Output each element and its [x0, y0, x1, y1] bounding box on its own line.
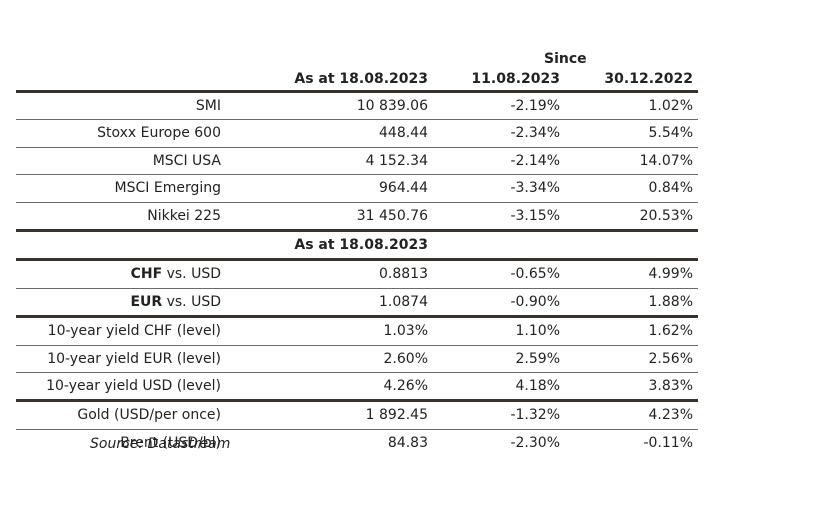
row-label: EUR vs. USD	[130, 294, 221, 310]
row-value: 2.60%	[383, 350, 428, 367]
currency-pair-rest: vs. USD	[162, 266, 221, 283]
table-row: Nikkei 225 31 450.76 -3.15% 20.53%	[16, 201, 698, 229]
table-row: EUR vs. USD 1.0874 -0.90% 1.88%	[16, 287, 698, 319]
row-label: SMI	[195, 98, 221, 114]
row-label: Brent (USD/bl)	[120, 434, 221, 451]
row-value: 448.44	[379, 125, 428, 142]
row-value: 1.03%	[383, 323, 428, 340]
row-label: 10-year yield EUR (level)	[47, 350, 221, 367]
row-value: 10 839.06	[356, 98, 428, 114]
table-row: Brent (USD/bl) 84.83 -2.30% -0.11%	[16, 428, 698, 456]
row-week-change: -2.34%	[510, 125, 560, 142]
row-label: MSCI USA	[152, 152, 221, 169]
row-week-change: -0.65%	[510, 266, 560, 283]
table-row: Stoxx Europe 600 448.44 -2.34% 5.54%	[16, 119, 698, 146]
row-week-change: -1.32%	[510, 407, 560, 424]
row-ytd-change: -0.11%	[643, 434, 693, 451]
row-week-change: -2.30%	[510, 434, 560, 451]
row-ytd-change: 1.02%	[648, 98, 693, 114]
row-week-change: -3.15%	[510, 207, 560, 224]
market-table: Since As at 18.08.2023 11.08.2023 30.12.…	[16, 46, 698, 456]
header-row-dates: As at 18.08.2023 11.08.2023 30.12.2022	[16, 68, 698, 93]
row-label: Gold (USD/per once)	[77, 407, 221, 424]
row-ytd-change: 2.56%	[648, 350, 693, 367]
row-label: MSCI Emerging	[114, 180, 221, 197]
table-row: CHF vs. USD 0.8813 -0.65% 4.99%	[16, 261, 698, 287]
table-row: MSCI USA 4 152.34 -2.14% 14.07%	[16, 146, 698, 174]
header-row-since: Since	[16, 46, 698, 68]
row-value: 0.8813	[379, 266, 428, 283]
row-ytd-change: 5.54%	[648, 125, 693, 142]
row-ytd-change: 20.53%	[639, 207, 693, 224]
col-header-as-at: As at 18.08.2023	[294, 71, 428, 87]
subheader-as-at: As at 18.08.2023	[294, 236, 428, 253]
row-week-change: 2.59%	[515, 350, 560, 367]
currency-code: CHF	[130, 266, 163, 283]
row-value: 1 892.45	[365, 407, 428, 424]
table-row: 10-year yield CHF (level) 1.03% 1.10% 1.…	[16, 318, 698, 344]
currency-pair-rest: vs. USD	[162, 293, 221, 310]
table-row: 10-year yield EUR (level) 2.60% 2.59% 2.…	[16, 344, 698, 372]
row-value: 1.0874	[379, 293, 428, 310]
row-ytd-change: 4.23%	[648, 407, 693, 424]
row-ytd-change: 1.62%	[648, 323, 693, 340]
col-header-ytd: 30.12.2022	[604, 71, 693, 87]
currency-code: EUR	[130, 293, 163, 310]
row-value: 964.44	[379, 180, 428, 197]
row-label: Stoxx Europe 600	[97, 125, 221, 142]
row-label: Nikkei 225	[147, 207, 221, 224]
row-value: 4.26%	[383, 377, 428, 394]
table-row: Gold (USD/per once) 1 892.45 -1.32% 4.23…	[16, 402, 698, 428]
row-ytd-change: 1.88%	[648, 293, 693, 310]
subheader-row: As at 18.08.2023	[16, 228, 698, 262]
row-week-change: -3.34%	[510, 180, 560, 197]
row-ytd-change: 3.83%	[648, 377, 693, 394]
source-note: Source: Datastream	[90, 436, 231, 452]
row-week-change: -2.14%	[510, 152, 560, 169]
row-week-change: 4.18%	[515, 377, 560, 394]
table-row: 10-year yield USD (level) 4.26% 4.18% 3.…	[16, 371, 698, 403]
row-week-change: -0.90%	[510, 293, 560, 310]
row-week-change: -2.19%	[510, 98, 560, 114]
row-value: 4 152.34	[365, 152, 428, 169]
row-ytd-change: 4.99%	[648, 266, 693, 283]
since-label: Since	[544, 51, 587, 67]
row-ytd-change: 0.84%	[648, 180, 693, 197]
row-label: 10-year yield USD (level)	[46, 377, 221, 394]
row-label: CHF vs. USD	[131, 266, 221, 282]
row-value: 84.83	[387, 434, 428, 451]
col-header-week: 11.08.2023	[471, 71, 560, 87]
table-row: SMI 10 839.06 -2.19% 1.02%	[16, 93, 698, 119]
row-week-change: 1.10%	[515, 323, 560, 340]
row-ytd-change: 14.07%	[639, 152, 693, 169]
row-value: 31 450.76	[356, 207, 428, 224]
row-label: 10-year yield CHF (level)	[47, 323, 221, 340]
table-row: MSCI Emerging 964.44 -3.34% 0.84%	[16, 174, 698, 201]
